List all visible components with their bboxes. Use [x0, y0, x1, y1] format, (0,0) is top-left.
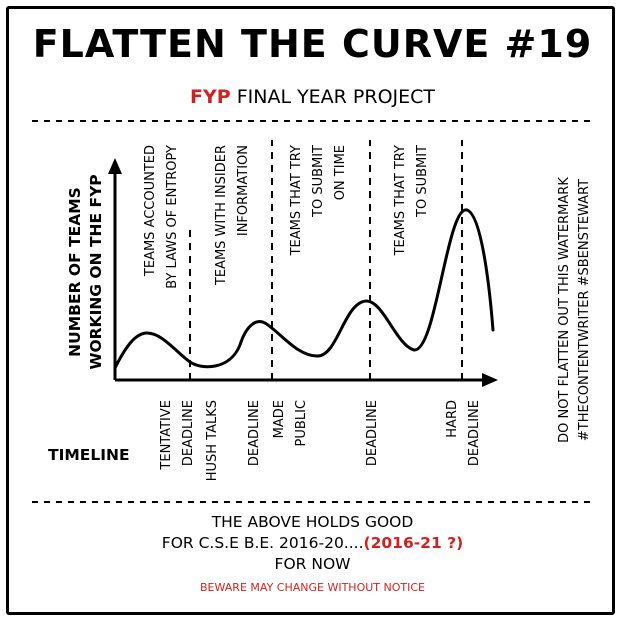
marker-deadline-1: DEADLINE — [247, 400, 262, 466]
watermark-line2: #THECONTENTWRITER #SBENSTEWART — [577, 179, 592, 441]
annotation-entropy-line2: BY LAWS OF ENTROPY — [165, 145, 180, 289]
annotation-ontime-line2: TO SUBMIT — [311, 145, 326, 218]
marker-made-public-line1: MADE — [272, 400, 287, 438]
footer-line2-red: (2016-21 ?) — [363, 534, 464, 552]
annotation-submit-line1: TEAMS THAT TRY — [393, 145, 408, 256]
marker-hard-deadline-line2: DEADLINE — [467, 400, 482, 466]
marker-tentative-line2: DEADLINE — [181, 400, 196, 466]
annotation-entropy-line1: TEAMS ACCOUNTED — [143, 145, 158, 277]
footer-line2-text: FOR C.S.E B.E. 2016-20.... — [161, 534, 364, 552]
footer-line2: FOR C.S.E B.E. 2016-20....(2016-21 ?) — [0, 533, 625, 554]
timeline-label: TIMELINE — [48, 446, 130, 464]
marker-made-public-line2: PUBLIC — [294, 400, 309, 446]
marker-hard-deadline-line1: HARD — [445, 400, 460, 438]
watermark-line1: DO NOT FLATTEN OUT THIS WATERMARK — [557, 177, 572, 443]
annotation-submit-line2: TO SUBMIT — [415, 145, 430, 218]
footer-line1: THE ABOVE HOLDS GOOD — [211, 513, 414, 531]
marker-tentative-line1: TENTATIVE — [159, 400, 174, 471]
annotation-insider-line1: TEAMS WITH INSIDER — [214, 145, 229, 286]
footer-line3: FOR NOW — [274, 555, 351, 573]
subtitle-highlight: FYP — [189, 86, 231, 108]
annotation-insider-line2: INFORMATION — [236, 145, 251, 236]
annotation-ontime-line3: ON TIME — [333, 145, 348, 200]
footer-warning: BEWARE MAY CHANGE WITHOUT NOTICE — [200, 581, 425, 594]
marker-hush-talks: HUSH TALKS — [205, 400, 220, 481]
annotation-ontime-line1: TEAMS THAT TRY — [289, 145, 304, 256]
marker-deadline-2: DEADLINE — [365, 400, 380, 466]
y-axis-label-line2: WORKING ON THE FYP — [87, 174, 105, 369]
comic-frame — [6, 6, 615, 615]
subtitle-text: FINAL YEAR PROJECT — [236, 86, 436, 108]
y-axis-arrow — [108, 158, 122, 174]
curve-line — [113, 208, 495, 370]
footer: THE ABOVE HOLDS GOOD FOR C.S.E B.E. 2016… — [0, 512, 625, 594]
x-axis-arrow — [482, 373, 498, 387]
subtitle: FYP FINAL YEAR PROJECT — [0, 86, 625, 108]
page-title: FLATTEN THE CURVE #19 — [32, 22, 593, 66]
y-axis-label-line1: NUMBER OF TEAMS — [66, 187, 84, 357]
